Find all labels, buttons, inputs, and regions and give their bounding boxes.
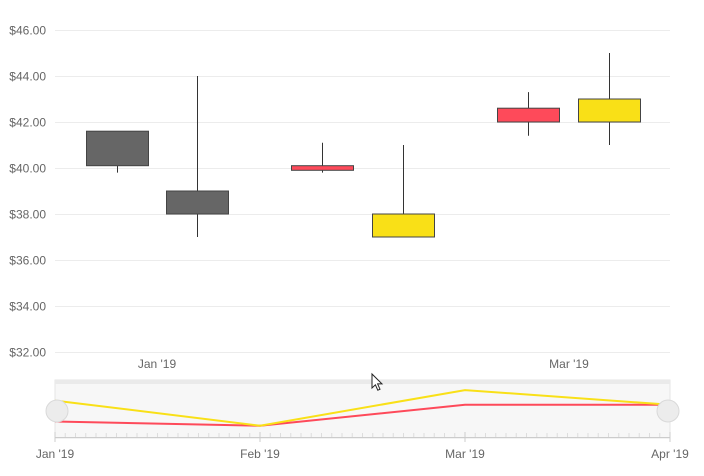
range-navigator[interactable]: Jan '19 Feb '19 Mar '19 Apr '19 bbox=[36, 379, 689, 461]
y-axis: $32.00 $34.00 $36.00 $38.00 $40.00 $42.00 $44.… bbox=[9, 24, 46, 360]
y-tick-label: $32.00 bbox=[9, 346, 46, 360]
navigator-minor-ticks bbox=[54, 433, 671, 438]
navigator-series bbox=[54, 389, 671, 427]
candle bbox=[372, 145, 435, 238]
candle bbox=[166, 76, 229, 237]
navigator-right-handle[interactable] bbox=[656, 399, 680, 423]
y-tick-label: $36.00 bbox=[9, 254, 46, 268]
candle-body bbox=[291, 165, 354, 171]
candle bbox=[497, 92, 560, 136]
y-tick-label: $44.00 bbox=[9, 70, 46, 84]
candle bbox=[291, 142, 354, 173]
candle-body bbox=[497, 107, 560, 123]
navigator-left-handle[interactable] bbox=[45, 399, 69, 423]
candle-body bbox=[166, 190, 229, 215]
y-tick-label: $46.00 bbox=[9, 24, 46, 38]
gridlines bbox=[55, 30, 670, 353]
y-tick-label: $42.00 bbox=[9, 116, 46, 130]
y-tick-label: $34.00 bbox=[9, 300, 46, 314]
navigator-scrollbar[interactable] bbox=[55, 380, 670, 384]
x-axis: Jan '19 Mar '19 bbox=[138, 357, 589, 371]
candle-body bbox=[578, 98, 641, 123]
candle-body bbox=[372, 213, 435, 238]
navigator-tick-label: Jan '19 bbox=[36, 447, 75, 461]
y-tick-label: $40.00 bbox=[9, 162, 46, 176]
candle-body bbox=[86, 130, 149, 167]
candles bbox=[86, 53, 641, 238]
x-tick-label: Mar '19 bbox=[549, 357, 589, 371]
mouse-cursor-icon bbox=[371, 372, 384, 391]
navigator-axis: Jan '19 Feb '19 Mar '19 Apr '19 bbox=[36, 432, 689, 461]
navigator-tick-label: Feb '19 bbox=[240, 447, 280, 461]
x-tick-label: Jan '19 bbox=[138, 357, 177, 371]
navigator-line bbox=[54, 389, 671, 427]
navigator-line bbox=[54, 403, 670, 427]
candle bbox=[578, 53, 641, 145]
navigator-tick-label: Apr '19 bbox=[651, 447, 689, 461]
candle bbox=[86, 130, 149, 173]
navigator-background bbox=[54, 379, 671, 439]
y-tick-label: $38.00 bbox=[9, 208, 46, 222]
navigator-tick-label: Mar '19 bbox=[445, 447, 485, 461]
